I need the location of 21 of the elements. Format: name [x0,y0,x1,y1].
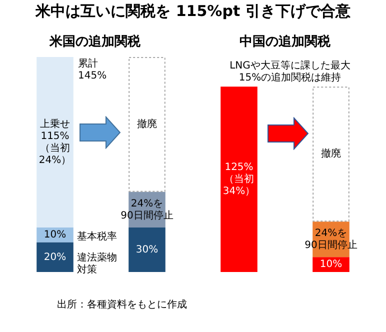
data-label: 10% [320,259,342,270]
data-label: 撤廃 [321,148,341,160]
bar [36,57,74,228]
data-label: 125% （当初 34%） [222,162,256,197]
data-label: 10% [44,230,66,241]
annotation: LNGや大豆等に課した最大 15%の追加関税は維持 [230,60,350,84]
data-label: 撤廃 [137,118,157,130]
data-label: 24%を 90日間停止 [120,198,174,222]
bar [36,242,74,272]
data-label: 30% [136,244,158,256]
data-label: 上乗せ 115% （当初 24%） [38,118,72,166]
data-label: 20% [44,252,66,263]
chart-title: 米中は互いに関税を 115%pt 引き下げで合意 [34,2,352,21]
annotation: 基本税率 [77,230,117,243]
bar [128,228,166,272]
annotation: 累計 145% [78,58,107,82]
text: 米国の追加関税 [48,33,142,50]
bar [220,86,258,272]
annotation: 違法薬物対策 [77,252,117,276]
text: 中国の追加関税 [240,33,332,50]
text: 出所：各種資料をもとに作成 [57,298,187,311]
